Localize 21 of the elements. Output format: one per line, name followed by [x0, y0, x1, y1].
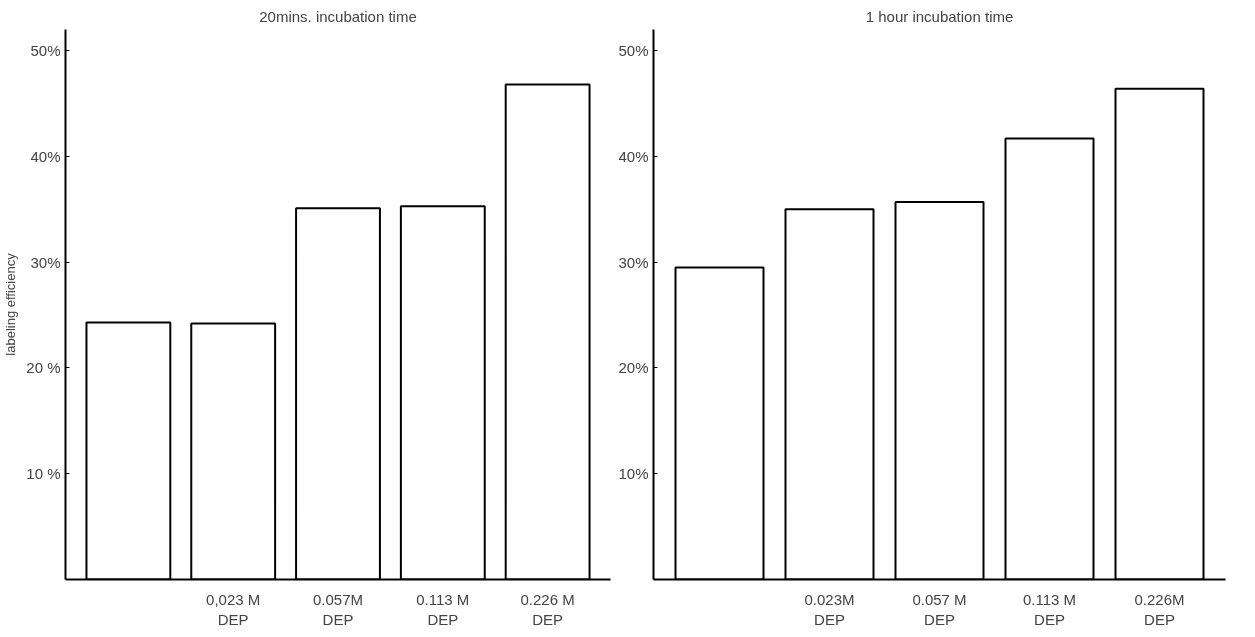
chart-title: 20mins. incubation time — [259, 7, 417, 25]
y-axis-title: labeling efficiency — [3, 252, 19, 356]
y-tick-label: 20 % — [26, 359, 61, 377]
y-tick-label: 20% — [618, 359, 649, 377]
x-tick-label: 0.113 M DEP — [416, 590, 470, 628]
y-tick-label: 10 % — [26, 465, 61, 483]
x-tick-label: 0.113 M DEP — [1022, 590, 1077, 628]
y-tick-label: 50% — [618, 42, 649, 60]
y-tick-label: 30% — [30, 253, 61, 271]
x-tick-label: 0.057M DEP — [312, 590, 364, 628]
x-tick-label: 0.226M DEP — [1134, 590, 1185, 628]
x-tick-label: 0.226 M DEP — [520, 590, 575, 628]
y-tick-label: 50% — [30, 42, 61, 60]
x-tick-label: 0.057 M DEP — [912, 590, 967, 628]
y-tick-label: 40% — [30, 147, 61, 165]
y-tick-label: 40% — [618, 147, 649, 165]
x-tick-label: 0.023M DEP — [804, 590, 855, 628]
x-tick-label: 0,023 M DEP — [206, 590, 261, 628]
chart-title: 1 hour incubation time — [865, 7, 1014, 25]
y-tick-label: 10% — [618, 465, 649, 483]
y-tick-label: 30% — [618, 253, 649, 271]
